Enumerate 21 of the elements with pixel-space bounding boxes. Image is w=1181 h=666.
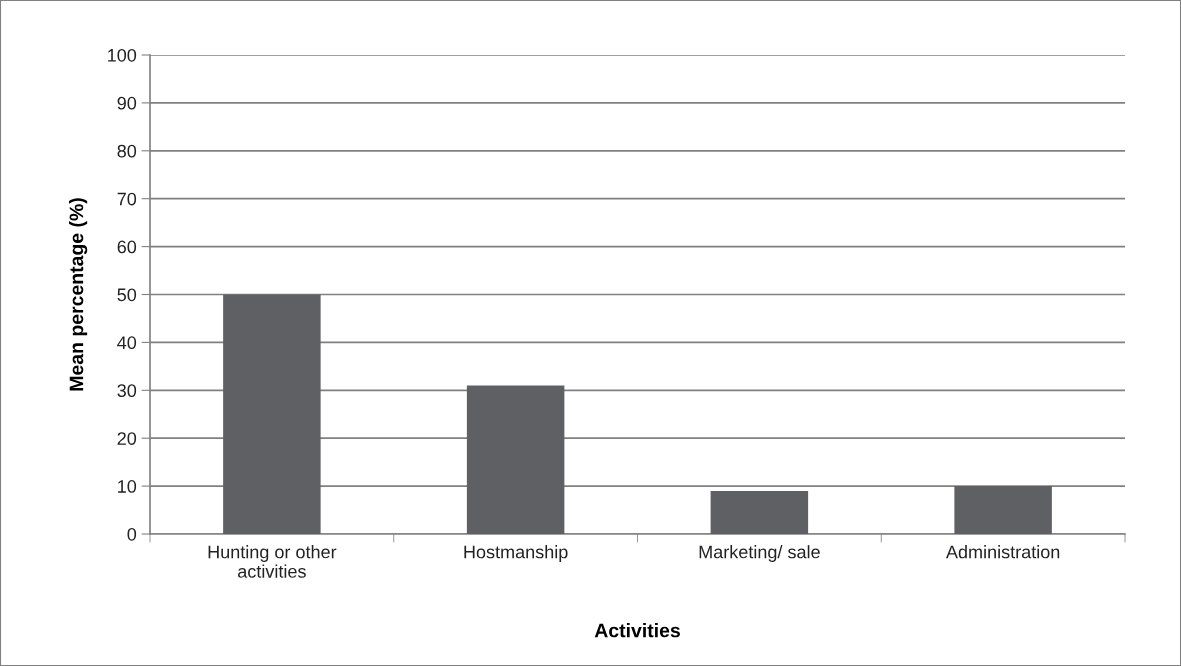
y-tick-label: 60 [117,240,137,254]
y-axis-title: Mean percentage (%) [69,198,88,391]
x-tick-label: Hunting or other activities [208,545,337,578]
y-tick-label: 100 [108,48,137,62]
y-tick-label: 80 [117,144,137,158]
y-tick-label: 10 [118,480,137,493]
x-tick-label: Hostmanship [464,545,568,562]
bar [223,294,321,534]
y-tick-label: 90 [117,96,137,110]
bar [466,385,565,534]
bar [710,490,809,534]
y-tick-label: 70 [117,192,137,206]
y-tick-label: 20 [117,432,137,445]
y-tick-label: 30 [117,384,137,398]
y-tick-label: 0 [127,527,137,541]
x-tick-label: Administration [945,545,1060,559]
y-tick-label: 50 [117,288,137,302]
y-tick-label: 40 [117,336,137,350]
bar [954,486,1052,534]
x-tick-label: Marketing/ sale [699,545,820,562]
x-axis-title: Activities [594,623,680,638]
